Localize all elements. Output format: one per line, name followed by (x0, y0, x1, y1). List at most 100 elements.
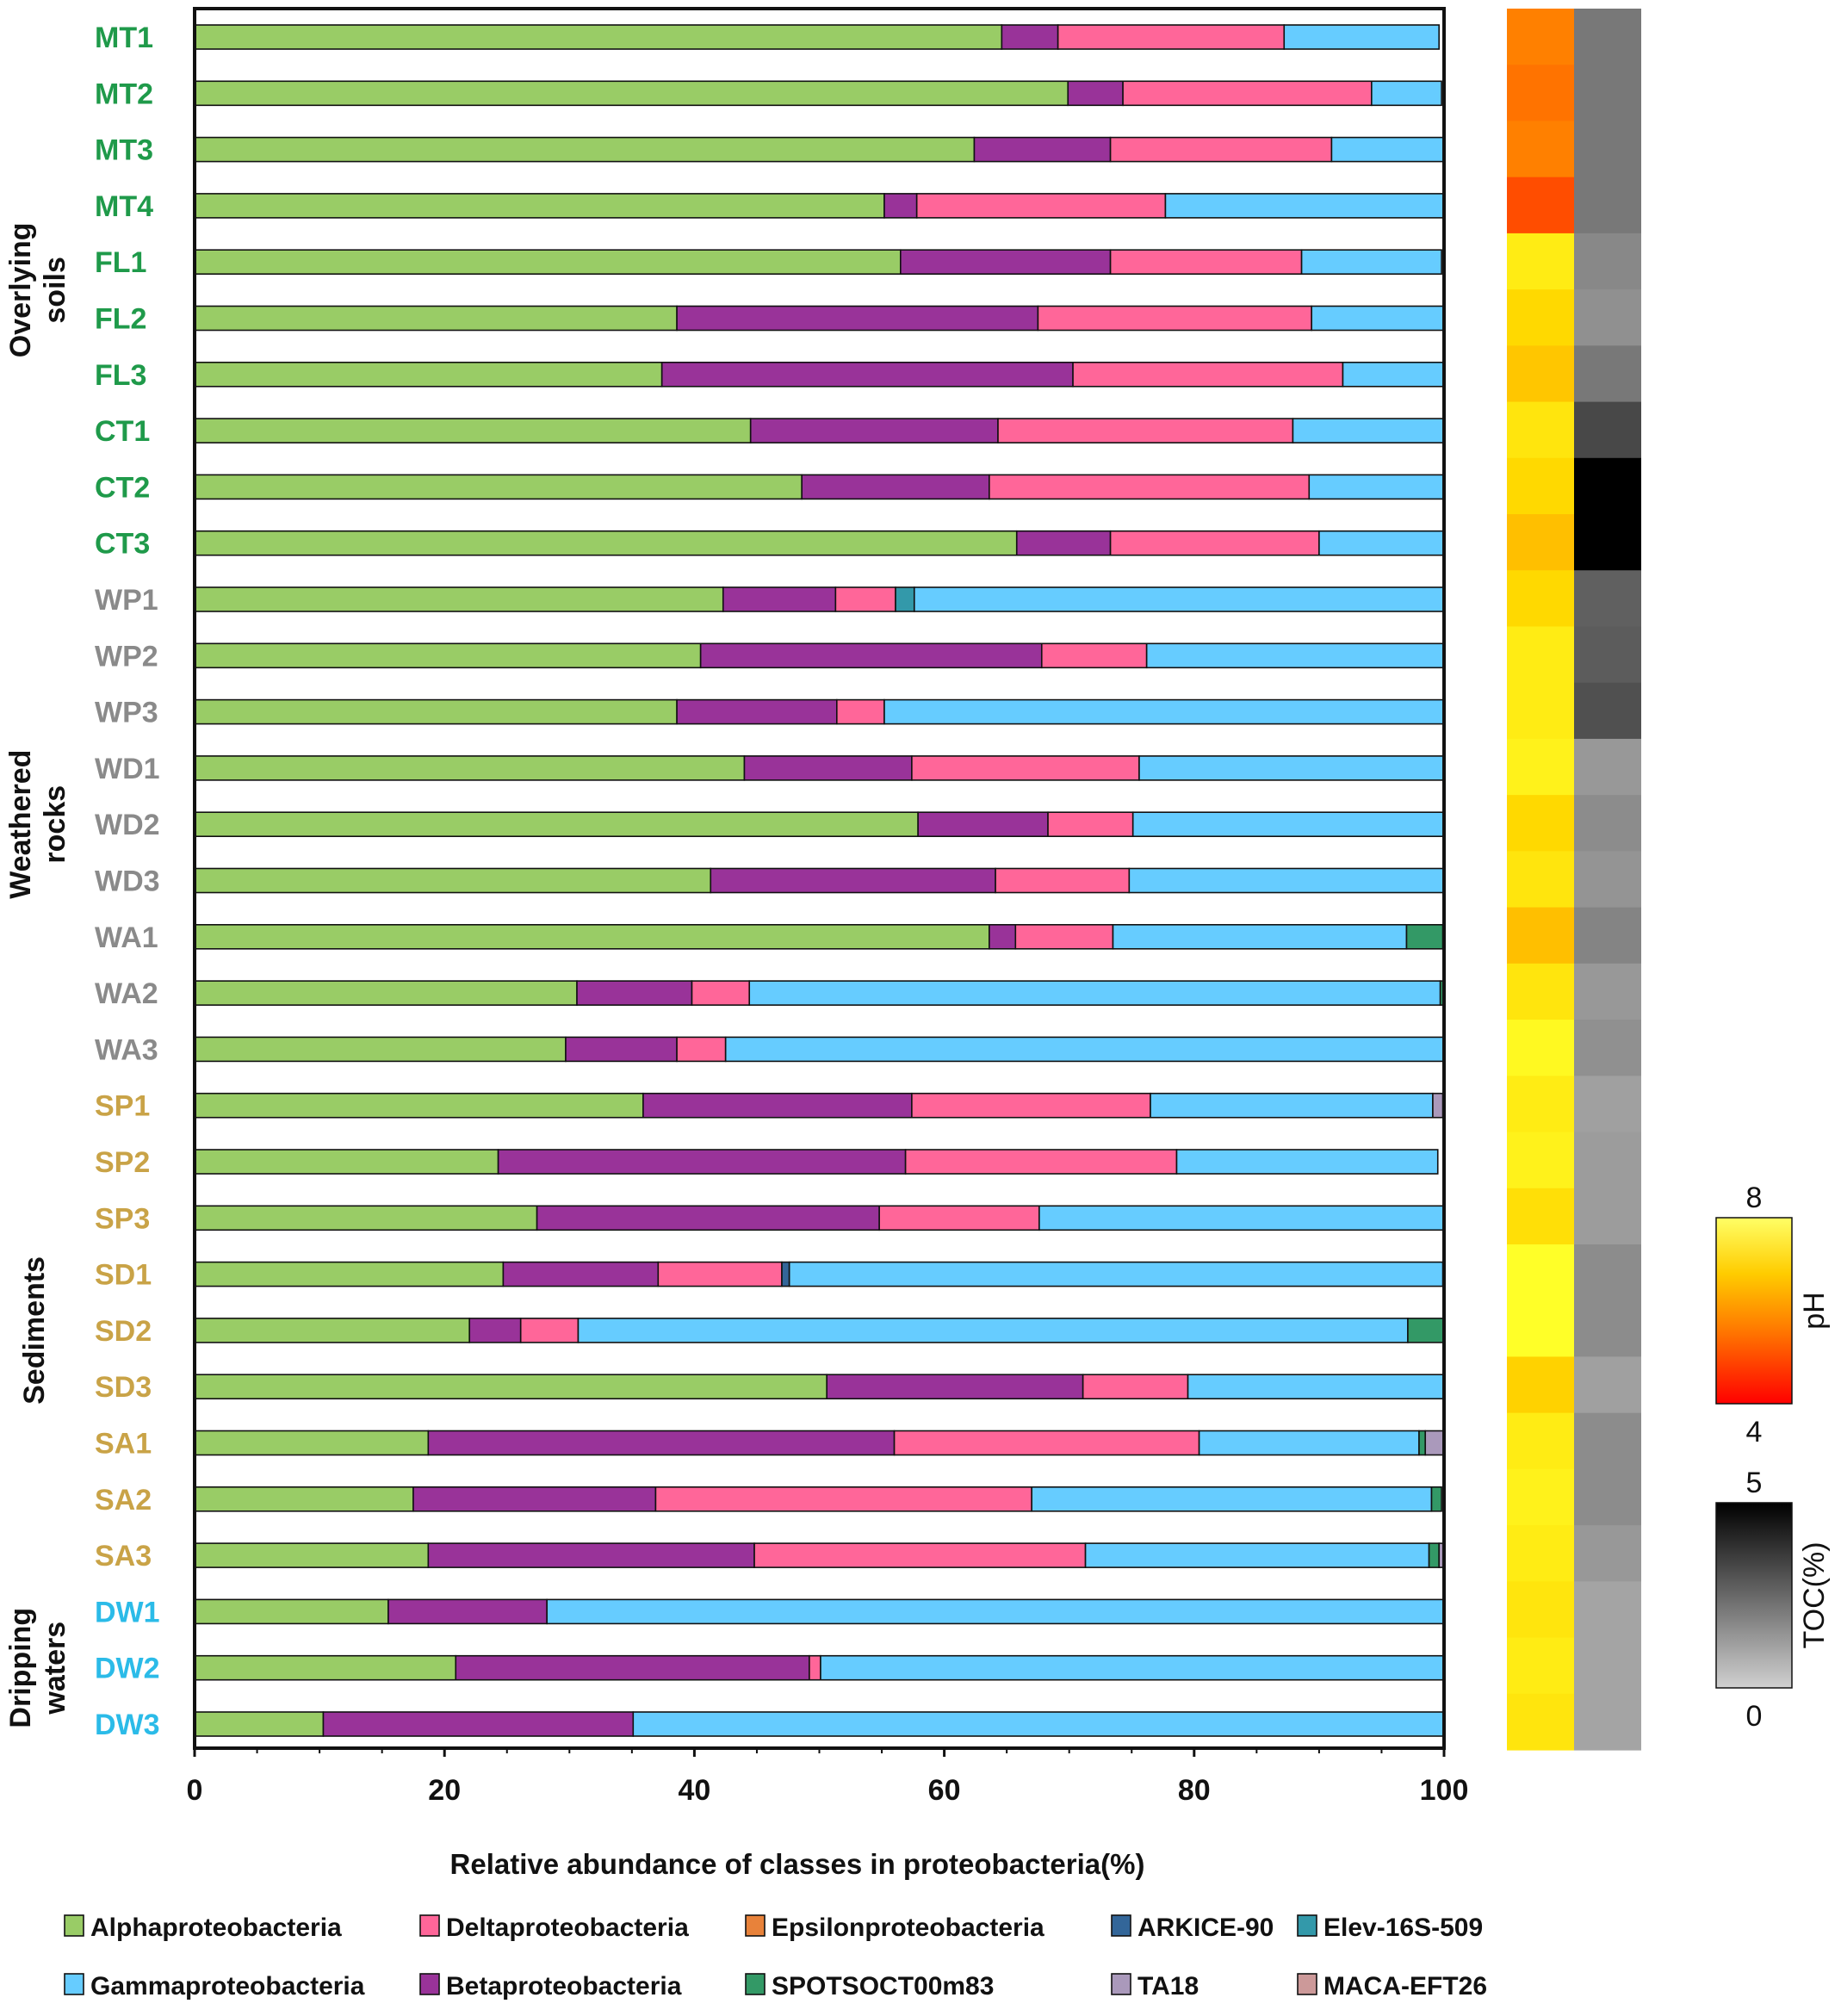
heatmap-cell-toc-wa1 (1574, 907, 1641, 965)
group-label-overlying-soils-line-1: Overlying (4, 222, 37, 357)
colorbar-ph-min-label: 4 (1746, 1416, 1763, 1448)
bar-segment-wp1-elev-16s-509 (895, 586, 915, 612)
bar-segment-sp3-betaproteobacteria (536, 1205, 880, 1231)
legend-swatch-gammaproteobacteria (64, 1973, 84, 1995)
bar-segment-sa2-betaproteobacteria (412, 1486, 657, 1512)
heatmap-cell-ph-fl3 (1507, 345, 1574, 403)
bar-segment-wp2-deltaproteobacteria (1040, 642, 1148, 669)
legend-swatch-deltaproteobacteria (419, 1914, 440, 1937)
bar-segment-sa3-deltaproteobacteria (753, 1542, 1087, 1568)
group-label-dripping-waters-line-2: waters (39, 1622, 71, 1715)
bar-segment-wd2-betaproteobacteria (917, 811, 1049, 838)
bar-segment-sa1-gammaproteobacteria (1198, 1430, 1420, 1456)
heatmap-cell-ph-sa1 (1507, 1412, 1574, 1470)
sample-label-sp3: SP3 (95, 1202, 150, 1235)
heatmap-cell-ph-mt1 (1507, 9, 1574, 65)
bar-segment-wa1-deltaproteobacteria (1014, 924, 1114, 950)
bar-segment-dw2-alphaproteobacteria (194, 1654, 457, 1681)
bar-segment-dw2-betaproteobacteria (455, 1654, 810, 1681)
sample-label-sp1: SP1 (95, 1090, 150, 1123)
bar-segment-mt4-deltaproteobacteria (915, 193, 1167, 219)
bar-segment-fl1-deltaproteobacteria (1109, 249, 1303, 276)
colorbar-toc-title: TOC(%) (1798, 1541, 1831, 1648)
bar-segment-wd2-alphaproteobacteria (194, 811, 919, 838)
heatmap-cell-ph-wp3 (1507, 682, 1574, 740)
heatmap-cell-toc-sd1 (1574, 1244, 1641, 1301)
sample-label-wd2: WD2 (95, 809, 160, 841)
bar-segment-ct1-betaproteobacteria (749, 418, 999, 444)
heatmap-cell-toc-mt4 (1574, 177, 1641, 234)
legend-swatch-maca-eft26 (1297, 1973, 1317, 1995)
bar-segment-dw3-betaproteobacteria (322, 1711, 635, 1737)
bar-segment-mt2-gammaproteobacteria (1371, 80, 1442, 107)
heatmap-cell-toc-fl3 (1574, 345, 1641, 403)
bar-segment-mt3-gammaproteobacteria (1330, 136, 1445, 163)
bar-segment-fl3-alphaproteobacteria (194, 361, 663, 388)
heatmap-cell-toc-wa2 (1574, 963, 1641, 1020)
heatmap-cell-ph-mt2 (1507, 65, 1574, 122)
bar-segment-fl1-gammaproteobacteria (1300, 249, 1442, 276)
bar-segment-mt1-gammaproteobacteria (1283, 24, 1440, 50)
bar-segment-sp1-betaproteobacteria (642, 1092, 913, 1119)
bar-segment-sa2-alphaproteobacteria (194, 1486, 414, 1512)
bar-segment-fl2-gammaproteobacteria (1311, 305, 1445, 332)
bar-segment-mt3-betaproteobacteria (973, 136, 1112, 163)
bar-segment-fl2-deltaproteobacteria (1037, 305, 1312, 332)
heatmap-cell-ph-wd3 (1507, 851, 1574, 909)
x-tick-label-100: 100 (1420, 1774, 1469, 1807)
bar-segment-mt2-alphaproteobacteria (194, 80, 1069, 107)
heatmap-cell-toc-sp3 (1574, 1188, 1641, 1245)
heatmap-cell-ph-sa2 (1507, 1468, 1574, 1526)
heatmap-cell-toc-wp3 (1574, 682, 1641, 740)
bar-segment-wa1-alphaproteobacteria (194, 924, 990, 950)
heatmap-cell-ph-wd2 (1507, 795, 1574, 852)
heatmap-cell-toc-dw3 (1574, 1693, 1641, 1751)
sample-label-sd3: SD3 (95, 1371, 152, 1404)
bar-segment-wd1-deltaproteobacteria (911, 755, 1140, 781)
bar-segment-sp1-gammaproteobacteria (1150, 1092, 1434, 1119)
legend-label-deltaproteobacteria: Deltaproteobacteria (446, 1914, 689, 1942)
heatmap-cell-toc-fl1 (1574, 233, 1641, 290)
bar-segment-sp2-betaproteobacteria (497, 1149, 907, 1175)
bar-segment-wp1-betaproteobacteria (722, 586, 837, 612)
group-label-weathered-rocks-line-1: Weathered (4, 750, 37, 899)
bar-segment-sp2-alphaproteobacteria (194, 1149, 499, 1175)
bar-segment-sa1-betaproteobacteria (427, 1430, 896, 1456)
x-axis: 0 20 40 60 80 100 Relative abundance of classe… (187, 1748, 1469, 1880)
bar-segment-mt4-betaproteobacteria (883, 193, 918, 219)
sample-label-ct3: CT3 (95, 528, 150, 561)
bar-segment-ct3-betaproteobacteria (1015, 530, 1112, 556)
heatmap-cell-ph-ct2 (1507, 457, 1574, 515)
heatmap-cell-toc-ct2 (1574, 457, 1641, 515)
bar-segment-mt1-deltaproteobacteria (1057, 24, 1286, 50)
sample-label-sa2: SA2 (95, 1484, 152, 1517)
heatmap-cell-toc-wp1 (1574, 570, 1641, 628)
group-label-weathered-rocks-line-2: rocks (39, 785, 71, 864)
bar-segment-sa1-spotsoct00m83 (1418, 1430, 1427, 1456)
heatmap-cell-ph-dw1 (1507, 1581, 1574, 1639)
colorbar-ph-max-label: 8 (1746, 1182, 1763, 1214)
sample-label-wp2: WP2 (95, 640, 158, 673)
heatmap-cell-ph-sp1 (1507, 1076, 1574, 1133)
bar-segment-mt2-betaproteobacteria (1067, 80, 1124, 107)
bar-segment-mt3-deltaproteobacteria (1109, 136, 1333, 163)
bar-segment-mt4-gammaproteobacteria (1164, 193, 1445, 219)
heatmap-cell-ph-sa3 (1507, 1525, 1574, 1582)
bar-segment-dw3-gammaproteobacteria (632, 1711, 1445, 1737)
bar-segment-ct2-deltaproteobacteria (989, 474, 1311, 500)
heatmap-cell-ph-wa2 (1507, 963, 1574, 1020)
sample-label-mt3: MT3 (95, 134, 153, 167)
bar-segment-wp2-gammaproteobacteria (1145, 642, 1445, 669)
bar-segment-mt1-alphaproteobacteria (194, 24, 1003, 50)
sample-label-sa1: SA1 (95, 1428, 152, 1461)
bar-segment-sa1-alphaproteobacteria (194, 1430, 430, 1456)
bar-segment-dw1-betaproteobacteria (387, 1598, 548, 1625)
bar-segment-sd3-alphaproteobacteria (194, 1374, 828, 1399)
heatmap-cell-toc-sd2 (1574, 1300, 1641, 1358)
bar-segment-wd1-alphaproteobacteria (194, 755, 746, 781)
bar-segment-mt3-alphaproteobacteria (194, 136, 976, 163)
bar-segment-wa2-gammaproteobacteria (748, 980, 1441, 1006)
bar-segment-wp3-deltaproteobacteria (836, 698, 885, 725)
